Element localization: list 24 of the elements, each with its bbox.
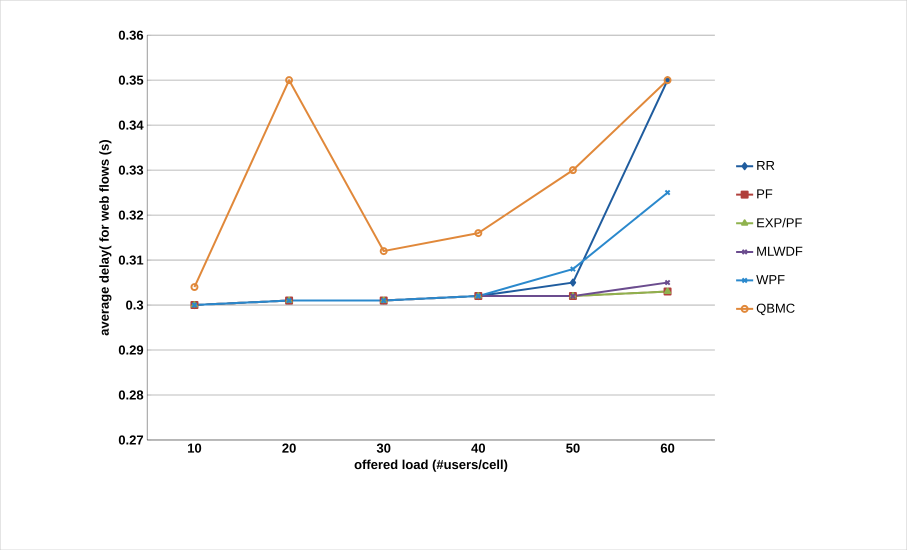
x-tick-label: 40 [471, 443, 486, 453]
y-tick-label: 0.36 [118, 30, 144, 40]
x-tick-label: 10 [188, 443, 202, 453]
x-axis-title: offered load (#users/cell) [354, 460, 508, 472]
x-tick-label: 30 [376, 443, 390, 453]
x-tick-label: 60 [660, 443, 674, 453]
y-tick-label: 0.35 [118, 75, 144, 85]
y-tick-label: 0.33 [118, 165, 144, 175]
y-tick-label: 0.3 [126, 300, 144, 310]
y-axis-title: average delay( for web flows (s) [99, 140, 112, 336]
y-tick-label: 0.32 [118, 210, 144, 220]
legend-label: MLWDF [757, 246, 802, 256]
y-tick-label: 0.27 [118, 435, 144, 445]
y-tick-label: 0.28 [118, 390, 144, 400]
legend-label: WPF [756, 275, 785, 284]
legend-label: PF [757, 189, 772, 198]
x-tick-label: 50 [566, 443, 580, 453]
legend-label: RR [757, 160, 774, 170]
legend-label: EXP/PF [757, 218, 802, 228]
y-tick-label: 0.31 [118, 255, 144, 265]
x-tick-label: 20 [282, 443, 296, 453]
legend-label: QBMC [756, 304, 795, 316]
y-tick-label: 0.34 [118, 120, 144, 130]
y-tick-label: 0.29 [118, 345, 144, 355]
